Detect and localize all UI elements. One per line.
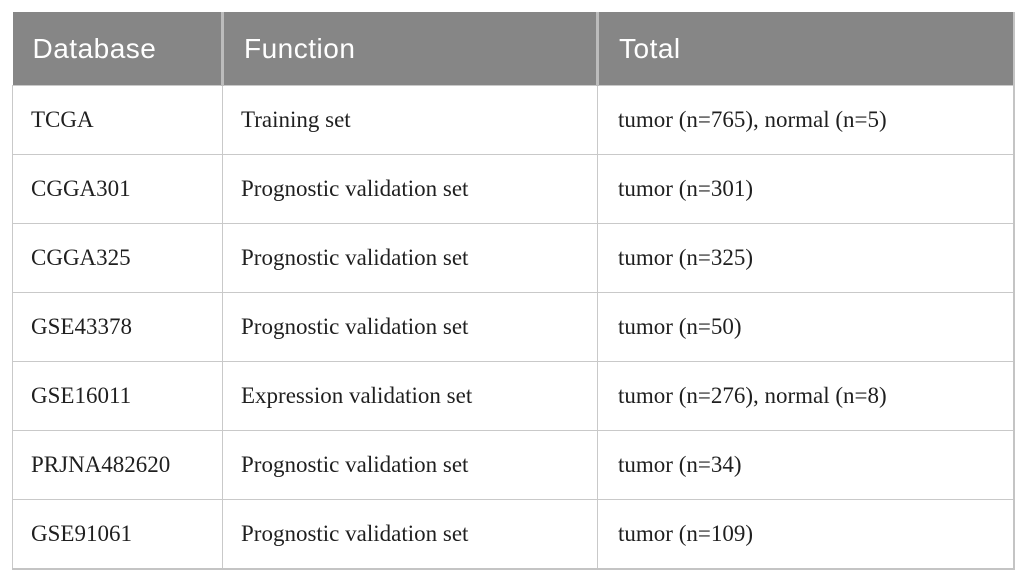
cell-database: PRJNA482620 (12, 430, 223, 500)
cell-function: Expression validation set (222, 361, 598, 431)
cell-database: GSE43378 (12, 292, 223, 362)
table-row: CGGA301 Prognostic validation set tumor … (12, 154, 1014, 224)
column-header-database: Database (12, 12, 223, 86)
cell-total: tumor (n=50) (597, 292, 1014, 362)
cell-total: tumor (n=301) (597, 154, 1014, 224)
cell-total: tumor (n=325) (597, 223, 1014, 293)
table-row: CGGA325 Prognostic validation set tumor … (12, 223, 1014, 293)
cell-database: CGGA325 (12, 223, 223, 293)
cell-function: Prognostic validation set (222, 154, 598, 224)
header-row: Database Function Total (12, 12, 1014, 86)
cell-total: tumor (n=765), normal (n=5) (597, 85, 1014, 155)
cell-function: Training set (222, 85, 598, 155)
table-row: TCGA Training set tumor (n=765), normal … (12, 85, 1014, 155)
table-row: PRJNA482620 Prognostic validation set tu… (12, 430, 1014, 500)
cell-database: TCGA (12, 85, 223, 155)
cell-function: Prognostic validation set (222, 223, 598, 293)
cell-total: tumor (n=34) (597, 430, 1014, 500)
cell-total: tumor (n=109) (597, 499, 1014, 570)
cell-function: Prognostic validation set (222, 292, 598, 362)
column-header-function: Function (221, 12, 598, 86)
cell-database: CGGA301 (12, 154, 223, 224)
table-row: GSE16011 Expression validation set tumor… (12, 361, 1014, 431)
cohort-table: Database Function Total TCGA Training se… (12, 12, 1015, 570)
table-row: GSE91061 Prognostic validation set tumor… (12, 499, 1014, 570)
cell-function: Prognostic validation set (222, 430, 598, 500)
column-header-total: Total (596, 12, 1014, 86)
cell-database: GSE16011 (12, 361, 223, 431)
cell-database: GSE91061 (12, 499, 223, 570)
table-row: GSE43378 Prognostic validation set tumor… (12, 292, 1014, 362)
cell-total: tumor (n=276), normal (n=8) (597, 361, 1014, 431)
cell-function: Prognostic validation set (222, 499, 598, 570)
